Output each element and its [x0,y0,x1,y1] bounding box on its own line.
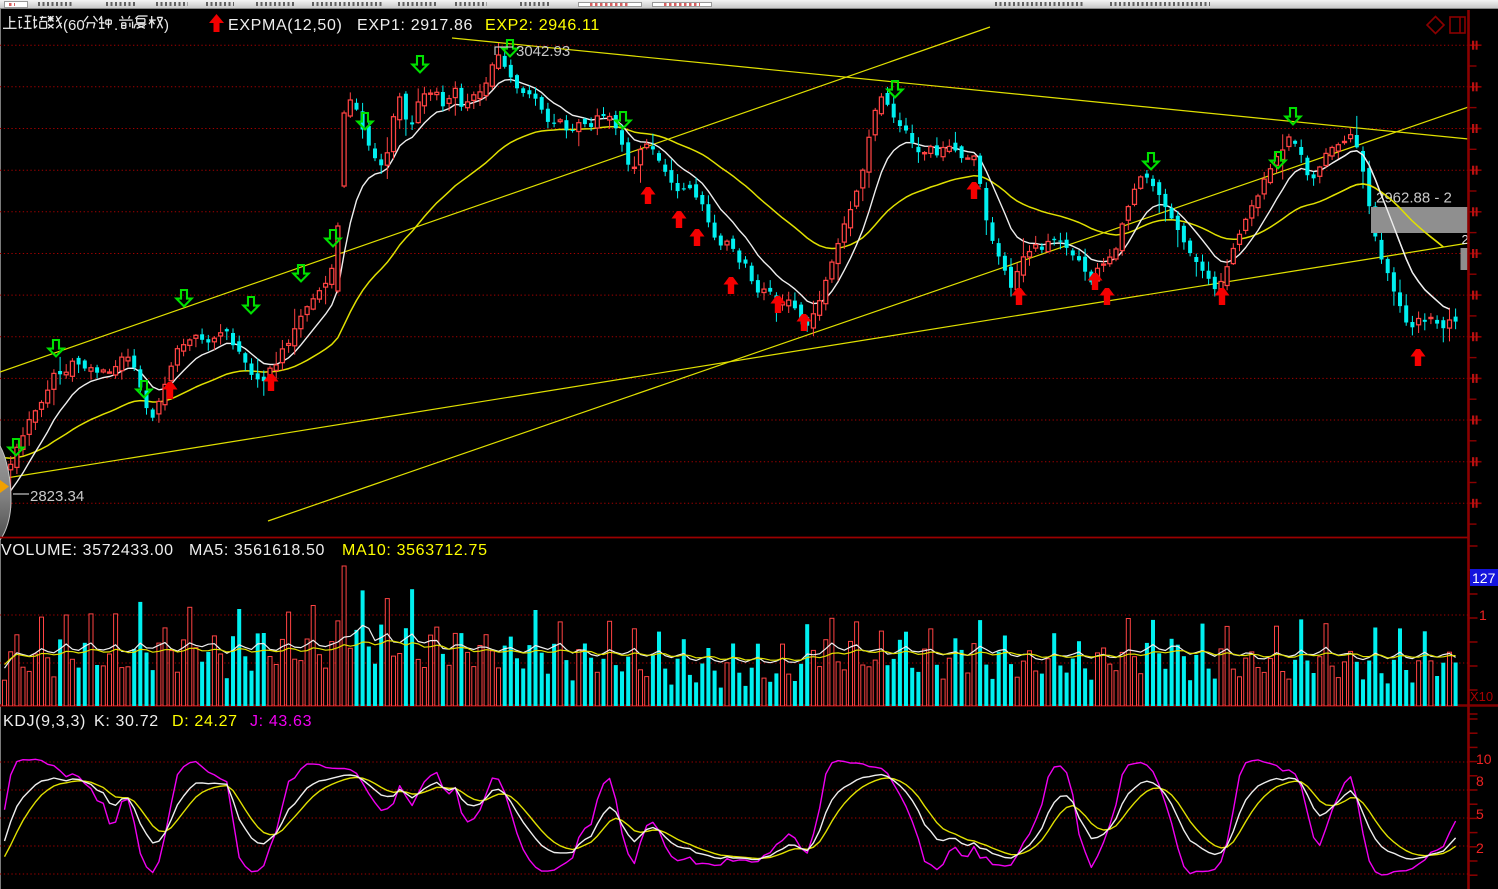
svg-text:MA5: 3561618.50: MA5: 3561618.50 [189,542,325,559]
svg-text:EXPMA(12,50): EXPMA(12,50) [228,17,343,34]
svg-text:D: 24.27: D: 24.27 [172,713,238,730]
svg-text:): ) [164,17,169,34]
svg-text:2: 2 [1476,840,1484,856]
svg-text:K: 30.72: K: 30.72 [94,713,159,730]
svg-text:127: 127 [1472,570,1496,586]
svg-text:1: 1 [1479,607,1487,623]
svg-text:J: 43.63: J: 43.63 [250,713,312,730]
svg-text:3042.93: 3042.93 [516,43,570,60]
svg-text:EXP2: 2946.11: EXP2: 2946.11 [485,17,600,34]
svg-text:VOLUME: 3572433.00: VOLUME: 3572433.00 [1,542,174,559]
svg-text:2: 2 [1462,232,1469,247]
svg-text:10: 10 [1476,751,1492,767]
svg-text:5: 5 [1476,806,1484,822]
svg-text:EXP1: 2917.86: EXP1: 2917.86 [357,17,473,34]
svg-text:X10: X10 [1470,689,1493,704]
svg-text:2823.34: 2823.34 [30,488,84,505]
svg-text:(60: (60 [63,17,85,34]
svg-text:2962.88 - 2: 2962.88 - 2 [1376,190,1452,207]
svg-text:.: . [114,17,118,34]
svg-text:8: 8 [1476,773,1484,789]
svg-text:KDJ(9,3,3): KDJ(9,3,3) [3,713,86,730]
svg-text:MA10: 3563712.75: MA10: 3563712.75 [342,542,488,559]
